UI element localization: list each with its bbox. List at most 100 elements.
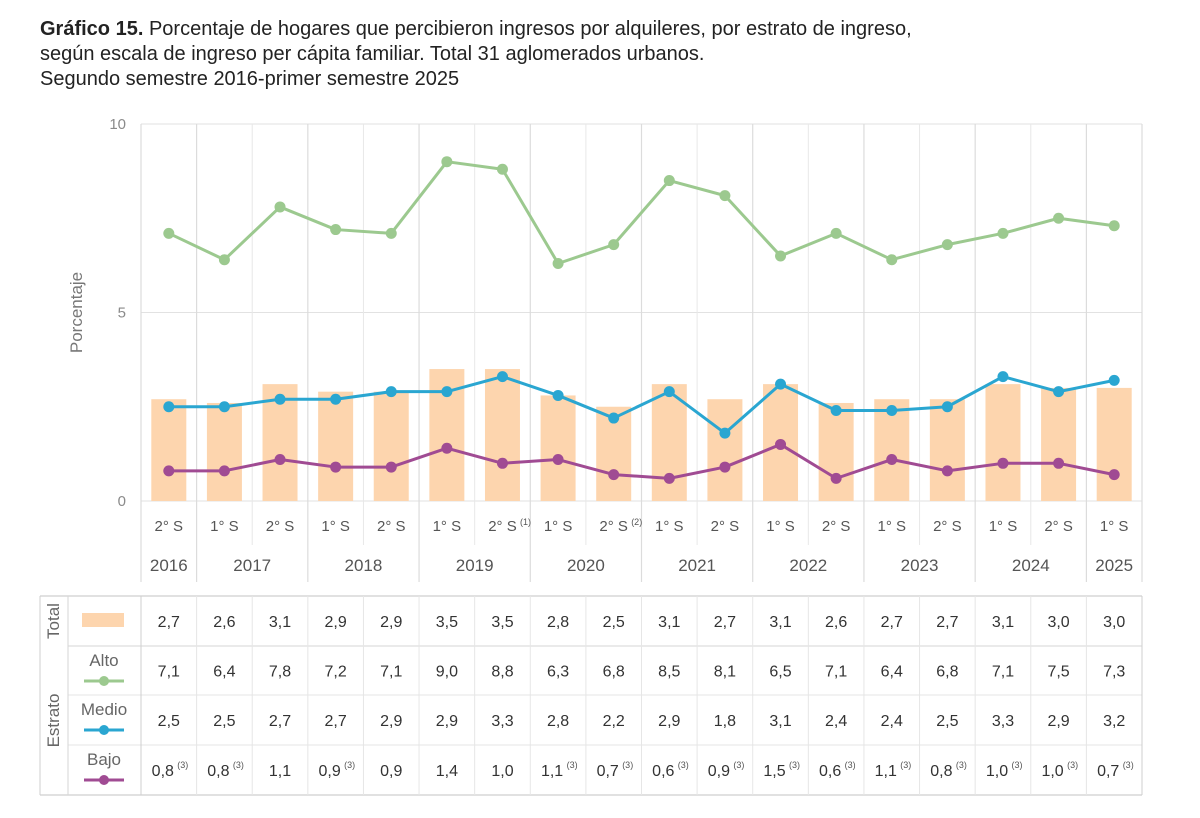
chart-title-line3: Segundo semestre 2016-primer semestre 20… xyxy=(40,68,460,90)
year-label: 2019 xyxy=(456,556,494,575)
table-cell-bajo: 1,4 xyxy=(436,763,458,780)
point-medio xyxy=(163,401,175,413)
year-label: 2025 xyxy=(1095,556,1133,575)
point-bajo xyxy=(997,457,1009,469)
table-cell-alto: 7,5 xyxy=(1047,664,1069,681)
point-alto xyxy=(830,227,842,239)
table-cell-bajo: 1,1 xyxy=(541,763,563,780)
table-note-bajo: (3) xyxy=(622,760,633,770)
table-cell-alto: 7,1 xyxy=(825,664,847,681)
table-cell-total: 2,7 xyxy=(714,614,736,631)
point-medio xyxy=(496,371,508,383)
table-cell-alto: 7,1 xyxy=(380,664,402,681)
bar-total xyxy=(373,391,409,501)
point-alto xyxy=(1108,220,1120,232)
point-bajo xyxy=(496,457,508,469)
bar-total xyxy=(1096,387,1132,501)
point-bajo xyxy=(775,438,787,450)
point-bajo xyxy=(941,465,953,477)
table-cell-total: 3,1 xyxy=(769,614,791,631)
point-alto xyxy=(274,201,286,213)
grid xyxy=(140,123,1143,582)
table-cell-medio: 3,3 xyxy=(491,713,513,730)
semester-note: (2) xyxy=(631,517,642,527)
table-cell-alto: 7,3 xyxy=(1103,664,1125,681)
y-axis-label: Porcentaje xyxy=(67,272,86,353)
point-medio xyxy=(1053,386,1065,398)
semester-label: 1° S xyxy=(989,518,1018,535)
table-cell-medio: 2,2 xyxy=(603,713,625,730)
point-medio xyxy=(830,405,842,417)
table-cell-alto: 6,8 xyxy=(936,664,958,681)
table-note-bajo: (3) xyxy=(733,760,744,770)
legend-key-total xyxy=(82,613,124,627)
point-alto xyxy=(608,239,620,251)
table-cell-total: 3,0 xyxy=(1103,614,1125,631)
point-alto xyxy=(218,254,230,266)
legend-label-bajo: Bajo xyxy=(87,750,121,769)
point-alto xyxy=(330,224,342,236)
chart-title-line2: según escala de ingreso per cápita famil… xyxy=(40,43,705,65)
point-alto xyxy=(663,175,675,187)
bar-total xyxy=(818,402,854,501)
table-cell-total: 3,1 xyxy=(269,614,291,631)
point-medio xyxy=(719,427,731,439)
table-cell-total: 2,5 xyxy=(603,614,625,631)
point-bajo xyxy=(552,454,564,466)
table-cell-total: 3,5 xyxy=(491,614,513,631)
table-cell-bajo: 0,9 xyxy=(380,763,402,780)
year-label: 2022 xyxy=(789,556,827,575)
chart-title: Gráfico 15. Porcentaje de hogares que pe… xyxy=(40,17,1180,92)
point-alto xyxy=(886,254,898,266)
table-note-bajo: (3) xyxy=(344,760,355,770)
point-bajo xyxy=(163,465,175,477)
table-cell-medio: 2,9 xyxy=(436,713,458,730)
table-note-bajo: (3) xyxy=(233,760,244,770)
bar-total xyxy=(540,395,576,501)
table-cell-alto: 7,1 xyxy=(158,664,180,681)
table-note-bajo: (3) xyxy=(1011,760,1022,770)
table-cell-alto: 6,4 xyxy=(881,664,903,681)
table-cell-bajo: 1,1 xyxy=(875,763,897,780)
semester-label: 2° S xyxy=(599,518,628,535)
table-group-estrato: Estrato xyxy=(44,694,63,748)
point-bajo xyxy=(886,454,898,466)
table-note-bajo: (3) xyxy=(678,760,689,770)
semester-note: (1) xyxy=(520,517,531,527)
table-cell-medio: 2,8 xyxy=(547,713,569,730)
table-cell-medio: 2,9 xyxy=(380,713,402,730)
table-cell-alto: 8,8 xyxy=(491,664,513,681)
table-cell-bajo: 1,0 xyxy=(1041,763,1063,780)
point-bajo xyxy=(1108,469,1120,481)
table-cell-bajo: 1,0 xyxy=(986,763,1008,780)
year-label: 2021 xyxy=(678,556,716,575)
point-bajo xyxy=(1053,457,1065,469)
point-medio xyxy=(274,393,286,405)
point-bajo xyxy=(385,461,397,473)
table-cell-alto: 9,0 xyxy=(436,664,458,681)
table-cell-bajo: 1,5 xyxy=(763,763,785,780)
table-note-bajo: (3) xyxy=(900,760,911,770)
legend-marker-alto xyxy=(99,676,109,686)
table-cell-bajo: 1,0 xyxy=(491,763,513,780)
point-medio xyxy=(1108,374,1120,386)
chart-title-line1: Porcentaje de hogares que percibieron in… xyxy=(143,18,912,40)
bar-total xyxy=(929,399,965,501)
semester-label: 1° S xyxy=(433,518,462,535)
table-cell-medio: 2,9 xyxy=(1047,713,1069,730)
point-alto xyxy=(775,250,787,262)
point-alto xyxy=(719,190,731,202)
table-cell-total: 3,0 xyxy=(1047,614,1069,631)
point-medio xyxy=(886,405,898,417)
bar-total xyxy=(484,369,520,501)
table-cell-alto: 8,5 xyxy=(658,664,680,681)
legend-marker-medio xyxy=(99,725,109,735)
semester-label: 1° S xyxy=(210,518,239,535)
table-cell-medio: 2,9 xyxy=(658,713,680,730)
semester-label: 2° S xyxy=(933,518,962,535)
table-cell-total: 2,7 xyxy=(881,614,903,631)
semester-label: 1° S xyxy=(321,518,350,535)
semester-label: 2° S xyxy=(155,518,184,535)
semester-label: 1° S xyxy=(1100,518,1129,535)
y-tick-label: 0 xyxy=(118,493,126,510)
